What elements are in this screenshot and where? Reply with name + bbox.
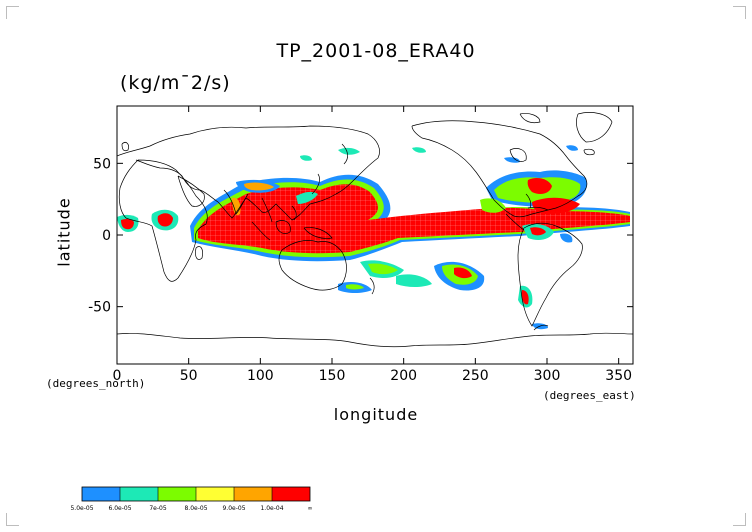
units-label: (kg/m¯2/s) [120,72,231,94]
y-tick-label: -50 [88,300,111,316]
coast-borneo [275,220,291,234]
coast-australia [278,240,347,291]
precip-south-america-north-core [530,227,546,236]
colorbar-label: ∞ [307,505,313,512]
coast-eurasia [117,125,380,221]
precip-mexico [480,198,506,213]
coast-iceland [583,148,595,156]
x-tick-label: 300 [534,368,561,384]
coast-india [223,189,249,215]
precip-africa-west-core [121,218,134,230]
crop-mark-top-left [6,6,19,19]
x-tick-label: 150 [319,368,346,384]
colorbar-label: 9.0e-05 [222,505,246,512]
coast-kamchatka [341,143,348,165]
precip-hudson [504,157,520,163]
coast-hudson-bay [509,148,527,162]
precip-labrador [566,145,578,151]
coast-greenland [576,112,613,143]
coast-japan [311,173,320,195]
coast-philippines [291,205,297,221]
axis-ticks: 0 50 100 150 200 250 300 350 50 0 -50 [88,106,633,384]
y-tick-label: 0 [102,228,111,244]
crop-mark-top-right [733,6,746,19]
coast-arctic-islands [519,113,541,124]
colorbar-label: 1.0e-04 [260,505,284,512]
coast-cuba [527,206,549,211]
y-tick-label: 50 [93,156,111,172]
precip-sw-pacific-band-core [454,267,472,279]
coast-antarctica [117,332,633,348]
precip-indian-ocean-south [396,274,432,287]
precip-australia-south-mid [346,284,364,290]
colorbar-label: 6.0e-05 [108,505,132,512]
precip-tibet-mid [244,182,274,191]
x-tick-label: 250 [462,368,489,384]
coast-new-zealand [369,277,375,295]
precip-south-america-mid [560,233,573,243]
coastlines [117,112,633,348]
x-axis-label: longitude [333,405,419,424]
precip-kamchatka [338,147,360,155]
colorbar-swatch [272,487,310,501]
colorbar-label: 7e-05 [149,505,167,512]
coast-se-asia [261,197,273,223]
x-tick-label: 0 [113,368,122,384]
precip-nz-mid [368,263,398,275]
coast-new-guinea [303,227,333,239]
coast-central-america [505,213,525,231]
x-axis-sublabel-right: (degrees_east) [543,389,636,402]
coast-south-america [517,222,583,327]
crop-mark-bottom-left [6,513,19,526]
colorbar-label: 8.0e-05 [184,505,208,512]
precip-africa-central-core [157,213,173,227]
precip-japan [296,191,318,204]
precip-na-east-core [527,178,552,194]
x-tick-label: 50 [180,368,198,384]
precip-atlantic-core [532,197,580,214]
colorbar-swatch [234,487,272,501]
coast-sumatra [251,221,271,241]
colorbar-swatch [196,487,234,501]
precip-chile-core [521,290,529,305]
coast-florida [525,193,532,209]
coast-uk [121,142,129,152]
coast-arabia [177,175,205,207]
x-axis-sublabel-left: (degrees_north) [46,377,146,390]
precip-gulf-alaska [412,147,426,153]
plot-title: TP_2001-08_ERA40 [276,40,476,62]
colorbar-label: 5.0e-05 [70,505,94,512]
precip-field [117,145,630,330]
coast-north-america [411,120,588,218]
crop-mark-bottom-right [733,513,746,526]
x-tick-label: 200 [390,368,417,384]
colorbar-swatch [82,487,120,501]
colorbar-swatch [120,487,158,501]
precip-north-pacific-small [300,155,312,161]
coast-madagascar [195,246,203,260]
x-tick-label: 350 [605,368,632,384]
colorbar-swatch [158,487,196,501]
x-tick-label: 100 [247,368,274,384]
coast-antarctic-peninsula [533,324,549,331]
colorbar [81,486,311,502]
coast-africa [118,159,208,282]
